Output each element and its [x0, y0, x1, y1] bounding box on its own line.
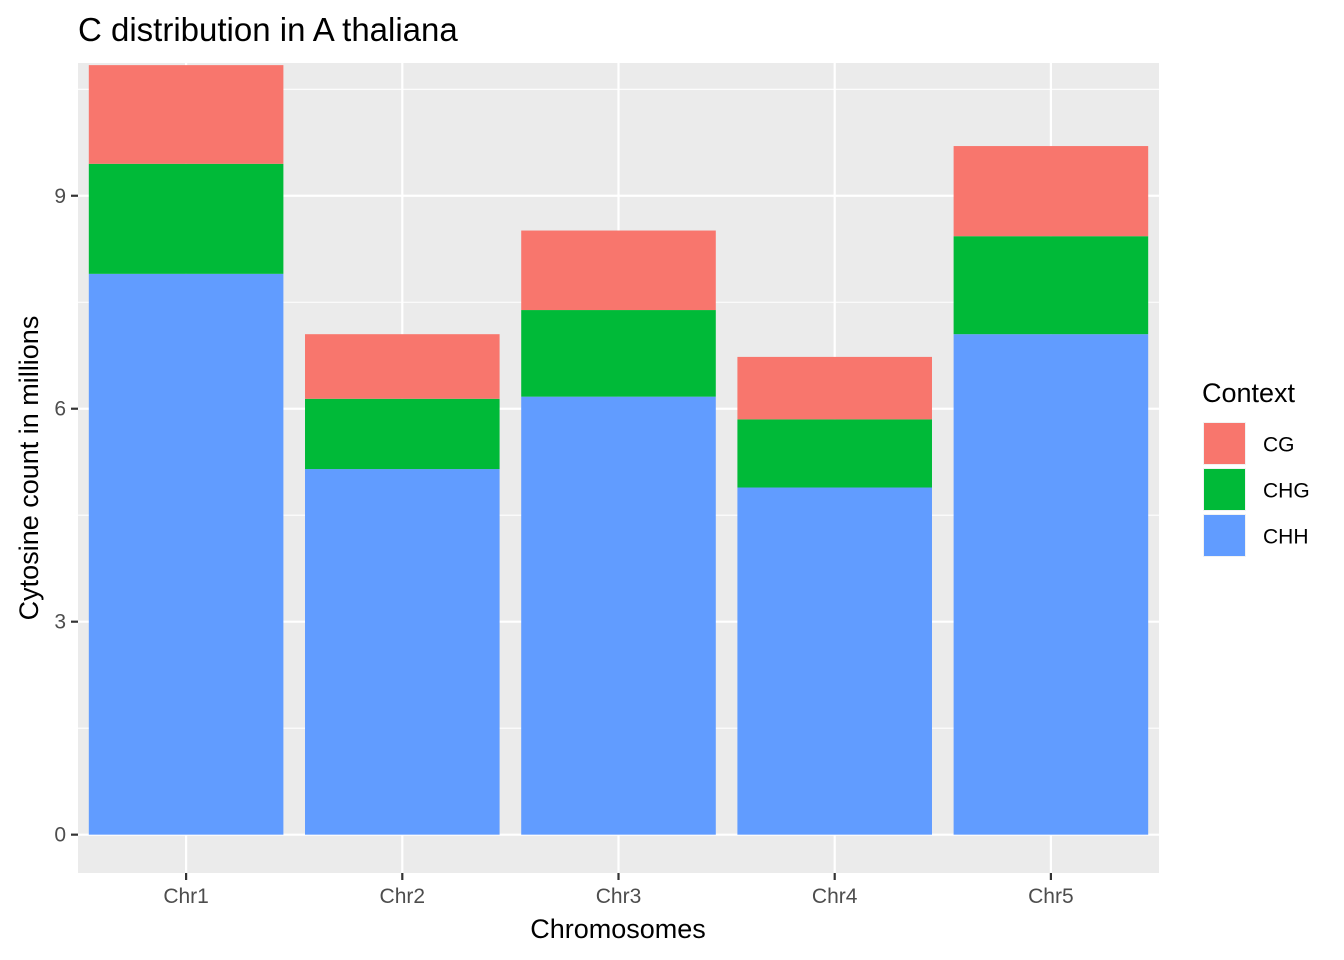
bar-chr2-chh [305, 469, 500, 835]
bar-chr1-chg [88, 163, 284, 274]
legend-swatch-chh [1204, 515, 1245, 556]
bar-chr4-chg [737, 419, 932, 488]
legend-swatch-chg [1204, 469, 1245, 510]
x-tick-label: Chr5 [1028, 885, 1074, 908]
x-tick-label: Chr3 [596, 885, 642, 908]
bar-chr1-chh [88, 273, 284, 835]
bar-chr5-cg [953, 146, 1149, 237]
legend: Context CG CHG CHH [1202, 378, 1310, 557]
y-tick-label: 9 [54, 185, 66, 208]
bar-chr4-chh [737, 487, 932, 835]
axes: 0 3 6 9 Chr1 Chr2 Chr3 Chr4 Chr5 [54, 185, 1073, 908]
bar-chr2-chg [305, 398, 500, 470]
bar-chr3-chg [521, 310, 716, 397]
bar-chr3-cg [521, 230, 716, 311]
bar-chr5-chh [953, 334, 1149, 835]
legend-label-chg: CHG [1263, 480, 1310, 503]
bars [88, 65, 1149, 835]
legend-label-cg: CG [1263, 434, 1295, 457]
x-tick-label: Chr1 [163, 885, 209, 908]
bar-chr5-chg [953, 236, 1149, 335]
bar-chr1-cg [88, 65, 284, 164]
y-axis-title: Cytosine count in millions [14, 316, 44, 621]
y-tick-label: 6 [54, 398, 66, 421]
legend-label-chh: CHH [1263, 526, 1309, 549]
legend-swatch-cg [1204, 423, 1245, 464]
legend-title: Context [1202, 378, 1296, 408]
x-tick-label: Chr2 [380, 885, 426, 908]
bar-chr3-chh [521, 396, 716, 835]
y-tick-label: 0 [54, 824, 66, 847]
x-axis-title: Chromosomes [530, 914, 706, 944]
x-tick-label: Chr4 [812, 885, 858, 908]
chart-title: C distribution in A thaliana [78, 11, 458, 48]
bar-chr2-cg [305, 334, 500, 399]
y-tick-label: 3 [54, 611, 66, 634]
bar-chr4-cg [737, 356, 932, 420]
